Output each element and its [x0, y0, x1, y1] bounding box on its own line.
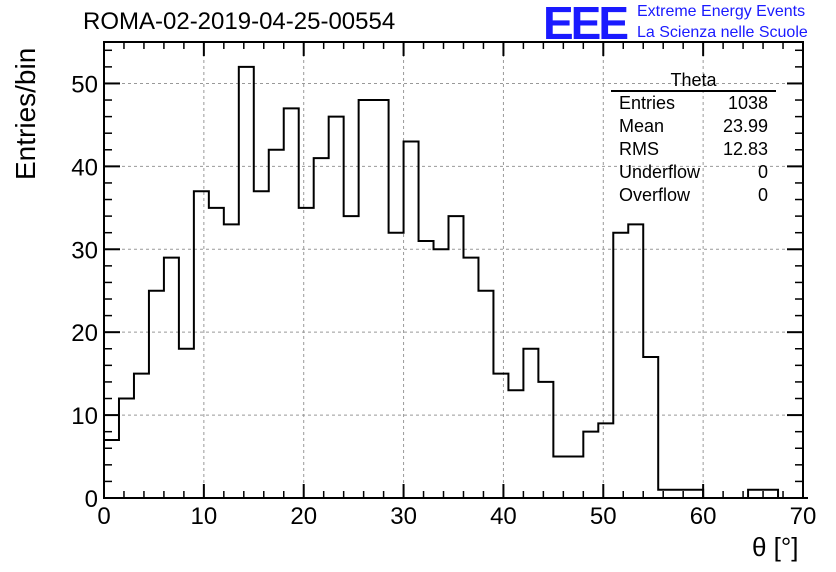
x-tick-label: 20	[290, 503, 317, 530]
x-tick-label: 60	[690, 503, 717, 530]
x-tick-label: 70	[790, 503, 817, 530]
y-tick-label: 0	[85, 486, 98, 513]
stats-box: Theta Entries 1038 Mean 23.99 RMS 12.83 …	[611, 70, 776, 207]
y-tick-label: 50	[71, 71, 98, 98]
tick-labels: 0 10 20 30 40 50 60 70 0 10 20 30 40 50	[71, 71, 816, 530]
stats-row-entries: Entries 1038	[611, 92, 776, 115]
stats-row-mean: Mean 23.99	[611, 115, 776, 138]
stats-value: 1038	[727, 93, 768, 113]
stats-row-rms: RMS 12.83	[611, 138, 776, 161]
x-tick-label: 30	[390, 503, 417, 530]
x-tick-label: 0	[97, 503, 110, 530]
stats-value: 0	[757, 162, 768, 182]
histogram-outline	[103, 65, 808, 499]
stats-row-underflow: Underflow 0	[611, 161, 776, 184]
y-tick-label: 40	[71, 154, 98, 181]
x-tick-label: 40	[490, 503, 517, 530]
stats-label: Underflow	[619, 162, 701, 182]
stats-value: 0	[757, 185, 768, 205]
x-axis-label: θ [°]	[752, 532, 799, 562]
logo-line-1: Extreme Energy Events	[637, 3, 806, 20]
run-title: ROMA-02-2019-04-25-00554	[83, 8, 396, 35]
stats-title: Theta	[611, 70, 776, 92]
grid-lines	[104, 42, 803, 498]
x-tick-label: 10	[191, 503, 218, 530]
stats-label: Entries	[619, 93, 676, 113]
y-axis-label: Entries/bin	[10, 47, 41, 180]
plot-frame	[103, 41, 804, 499]
y-tick-label: 30	[71, 237, 98, 264]
stats-value: 23.99	[722, 116, 768, 136]
stats-label: RMS	[619, 139, 659, 159]
x-tick-label: 50	[590, 503, 617, 530]
y-tick-label: 10	[71, 403, 98, 430]
y-tick-label: 20	[71, 320, 98, 347]
stats-label: Overflow	[619, 185, 691, 205]
logo-line-2: La Scienza nelle Scuole	[637, 24, 808, 41]
stats-value: 12.83	[722, 139, 768, 159]
stats-row-overflow: Overflow 0	[611, 184, 776, 207]
stats-label: Mean	[619, 116, 665, 136]
eee-logo: EEE	[543, 0, 629, 49]
